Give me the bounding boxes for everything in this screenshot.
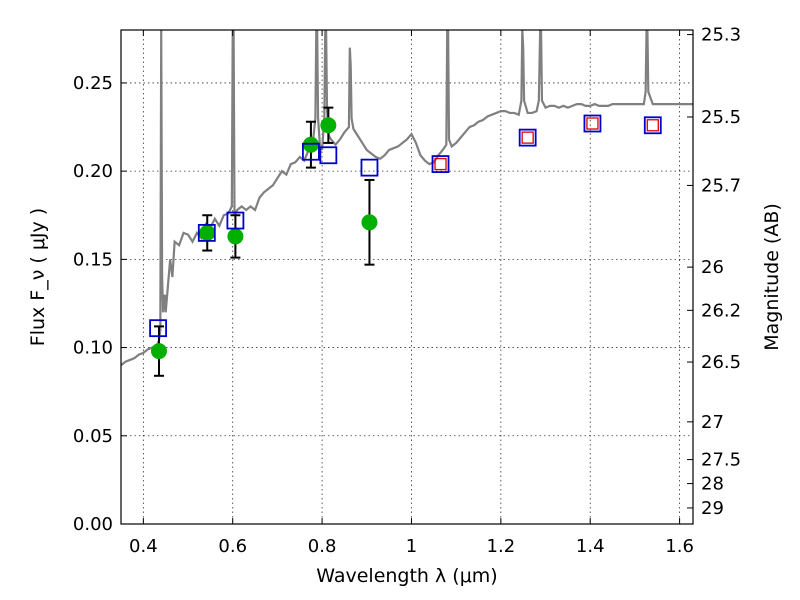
x-tick-label: 1.4 <box>576 536 605 557</box>
y-tick-label: 0.10 <box>73 338 113 359</box>
x-axis-ticks: 0.4 0.6 0.8 1 1.2 1.4 1.6 <box>129 30 694 557</box>
right-tick-label: 27.5 <box>701 450 741 471</box>
observed-point <box>199 224 216 241</box>
y-axis-ticks: 0.00 0.05 0.10 0.15 0.20 0.25 <box>73 73 127 535</box>
grid <box>121 30 693 524</box>
model-square <box>197 223 216 242</box>
upper-limit-square <box>646 119 659 132</box>
right-tick-label: 25.5 <box>701 107 741 128</box>
right-tick-label: 26.5 <box>701 352 741 373</box>
observed-point <box>302 136 319 153</box>
right-tick-label: 26 <box>701 257 724 278</box>
model-square <box>583 114 602 133</box>
observed-point <box>361 214 378 231</box>
observed-point <box>227 228 244 245</box>
y-axis-label: Flux F_ν ( μJy ) <box>27 208 49 346</box>
right-tick-label: 26.2 <box>701 300 741 321</box>
right-tick-label: 29 <box>701 498 724 519</box>
right-axis-ticks: 25.3 25.5 25.7 26 26.2 26.5 27 27.5 28 29 <box>687 25 741 519</box>
observed-point <box>320 117 337 134</box>
y-tick-label: 0.25 <box>73 73 113 94</box>
model-square <box>518 128 537 147</box>
model-square <box>302 142 320 161</box>
right-tick-label: 27 <box>701 412 724 433</box>
model-squares <box>149 114 662 338</box>
model-square <box>643 116 662 135</box>
x-tick-label: 1.2 <box>487 536 516 557</box>
y-tick-label: 0.00 <box>73 514 113 535</box>
right-axis-label: Magnitude (AB) <box>761 203 783 351</box>
x-axis-label: Wavelength λ (μm) <box>316 565 497 587</box>
model-square <box>360 158 379 177</box>
x-tick-label: 1.6 <box>665 536 694 557</box>
observed-points <box>150 117 378 360</box>
error-bars <box>153 106 375 377</box>
observed-point <box>150 343 167 360</box>
x-tick-label: 1 <box>406 536 417 557</box>
upper-limit-square <box>586 117 599 130</box>
model-square <box>226 211 245 230</box>
model-square <box>149 319 167 338</box>
y-tick-label: 0.15 <box>73 249 113 270</box>
upper-limit-squares <box>434 117 659 171</box>
right-tick-label: 25.3 <box>701 25 741 46</box>
model-square <box>319 146 338 165</box>
plot-frame <box>120 29 694 525</box>
plot-area <box>121 30 693 377</box>
y-tick-label: 0.05 <box>73 426 113 447</box>
model-square <box>431 155 450 173</box>
x-tick-label: 0.6 <box>218 536 247 557</box>
y-tick-label: 0.20 <box>73 161 113 182</box>
upper-limit-square <box>434 157 447 171</box>
sed-model-line <box>121 30 693 367</box>
right-tick-label: 28 <box>701 474 724 495</box>
x-tick-label: 0.4 <box>129 536 158 557</box>
x-tick-label: 0.8 <box>308 536 337 557</box>
upper-limit-square <box>521 131 534 144</box>
right-tick-label: 25.7 <box>701 175 741 196</box>
